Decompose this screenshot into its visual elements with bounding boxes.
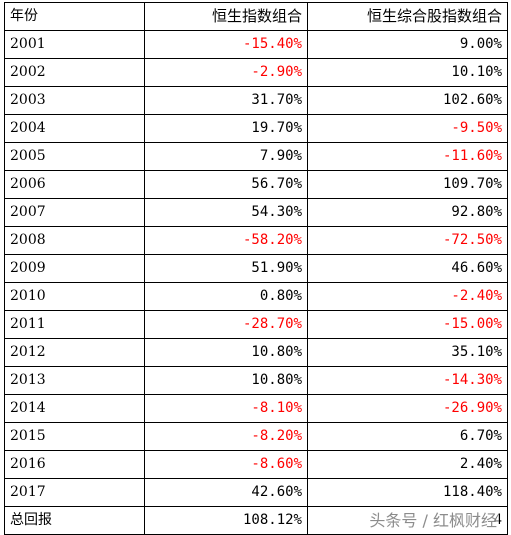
table-row: 2011 -28.70% -15.00%	[4, 310, 508, 339]
returns-table-body: 年份 恒生指数组合 恒生综合股指数组合 2001 -15.40% 9.00% 2002…	[4, 2, 508, 535]
header-row: 年份 恒生指数组合 恒生综合股指数组合	[4, 2, 508, 31]
composite-return-cell: 2.40%	[307, 450, 508, 479]
hsi-return-cell: 108.12%	[144, 506, 308, 535]
header-hsi: 恒生指数组合	[144, 2, 308, 31]
table-row: 2001 -15.40% 9.00%	[4, 30, 508, 59]
hsi-return-cell: 19.70%	[144, 114, 308, 143]
table-row: 2006 56.70% 109.70%	[4, 170, 508, 199]
year-cell: 2013	[4, 366, 145, 395]
composite-return-cell: -14.30%	[307, 366, 508, 395]
year-cell: 2017	[4, 478, 145, 507]
table-row: 2008 -58.20% -72.50%	[4, 226, 508, 255]
hsi-return-cell: 31.70%	[144, 86, 308, 115]
hsi-return-cell: -8.10%	[144, 394, 308, 423]
table-row: 2009 51.90% 46.60%	[4, 254, 508, 283]
hsi-return-cell: -8.60%	[144, 450, 308, 479]
total-row: 总回报 108.12% 4	[4, 506, 508, 535]
hsi-return-cell: -8.20%	[144, 422, 308, 451]
table-row: 2017 42.60% 118.40%	[4, 478, 508, 507]
composite-return-cell: 9.00%	[307, 30, 508, 59]
header-year: 年份	[4, 2, 145, 31]
year-cell: 2003	[4, 86, 145, 115]
hsi-return-cell: 10.80%	[144, 366, 308, 395]
composite-return-cell: -26.90%	[307, 394, 508, 423]
year-cell: 总回报	[4, 506, 145, 535]
table-row: 2003 31.70% 102.60%	[4, 86, 508, 115]
hsi-return-cell: 0.80%	[144, 282, 308, 311]
year-cell: 2005	[4, 142, 145, 171]
hsi-return-cell: 51.90%	[144, 254, 308, 283]
year-cell: 2015	[4, 422, 145, 451]
year-cell: 2014	[4, 394, 145, 423]
composite-return-cell: 118.40%	[307, 478, 508, 507]
table-row: 2002 -2.90% 10.10%	[4, 58, 508, 87]
year-cell: 2002	[4, 58, 145, 87]
year-cell: 2012	[4, 338, 145, 367]
returns-table: 年份 恒生指数组合 恒生综合股指数组合 2001 -15.40% 9.00% 2002…	[4, 2, 508, 535]
composite-return-cell: 92.80%	[307, 198, 508, 227]
watermark: 头条号 / 红枫财经	[367, 507, 499, 531]
year-cell: 2001	[4, 30, 145, 59]
year-cell: 2009	[4, 254, 145, 283]
hsi-return-cell: 7.90%	[144, 142, 308, 171]
composite-return-cell: -2.40%	[307, 282, 508, 311]
hsi-return-cell: 10.80%	[144, 338, 308, 367]
hsi-return-cell: 56.70%	[144, 170, 308, 199]
hsi-return-cell: -2.90%	[144, 58, 308, 87]
year-cell: 2016	[4, 450, 145, 479]
hsi-return-cell: 42.60%	[144, 478, 308, 507]
year-cell: 2008	[4, 226, 145, 255]
year-cell: 2007	[4, 198, 145, 227]
table-row: 2013 10.80% -14.30%	[4, 366, 508, 395]
year-cell: 2010	[4, 282, 145, 311]
table-row: 2004 19.70% -9.50%	[4, 114, 508, 143]
table-row: 2010 0.80% -2.40%	[4, 282, 508, 311]
composite-return-cell: 35.10%	[307, 338, 508, 367]
composite-return-cell: -72.50%	[307, 226, 508, 255]
hsi-return-cell: -28.70%	[144, 310, 308, 339]
table-row: 2014 -8.10% -26.90%	[4, 394, 508, 423]
composite-return-cell: -9.50%	[307, 114, 508, 143]
header-composite: 恒生综合股指数组合	[307, 2, 508, 31]
year-cell: 2006	[4, 170, 145, 199]
year-cell: 2004	[4, 114, 145, 143]
composite-return-cell: 10.10%	[307, 58, 508, 87]
table-row: 2015 -8.20% 6.70%	[4, 422, 508, 451]
composite-return-cell: -15.00%	[307, 310, 508, 339]
hsi-return-cell: -58.20%	[144, 226, 308, 255]
composite-return-cell: 102.60%	[307, 86, 508, 115]
table-row: 2016 -8.60% 2.40%	[4, 450, 508, 479]
composite-return-cell: 109.70%	[307, 170, 508, 199]
composite-return-cell: 6.70%	[307, 422, 508, 451]
composite-return-cell: 4	[307, 506, 508, 535]
hsi-return-cell: 54.30%	[144, 198, 308, 227]
table-row: 2012 10.80% 35.10%	[4, 338, 508, 367]
year-cell: 2011	[4, 310, 145, 339]
table-row: 2007 54.30% 92.80%	[4, 198, 508, 227]
table-row: 2005 7.90% -11.60%	[4, 142, 508, 171]
composite-return-cell: -11.60%	[307, 142, 508, 171]
hsi-return-cell: -15.40%	[144, 30, 308, 59]
composite-return-cell: 46.60%	[307, 254, 508, 283]
